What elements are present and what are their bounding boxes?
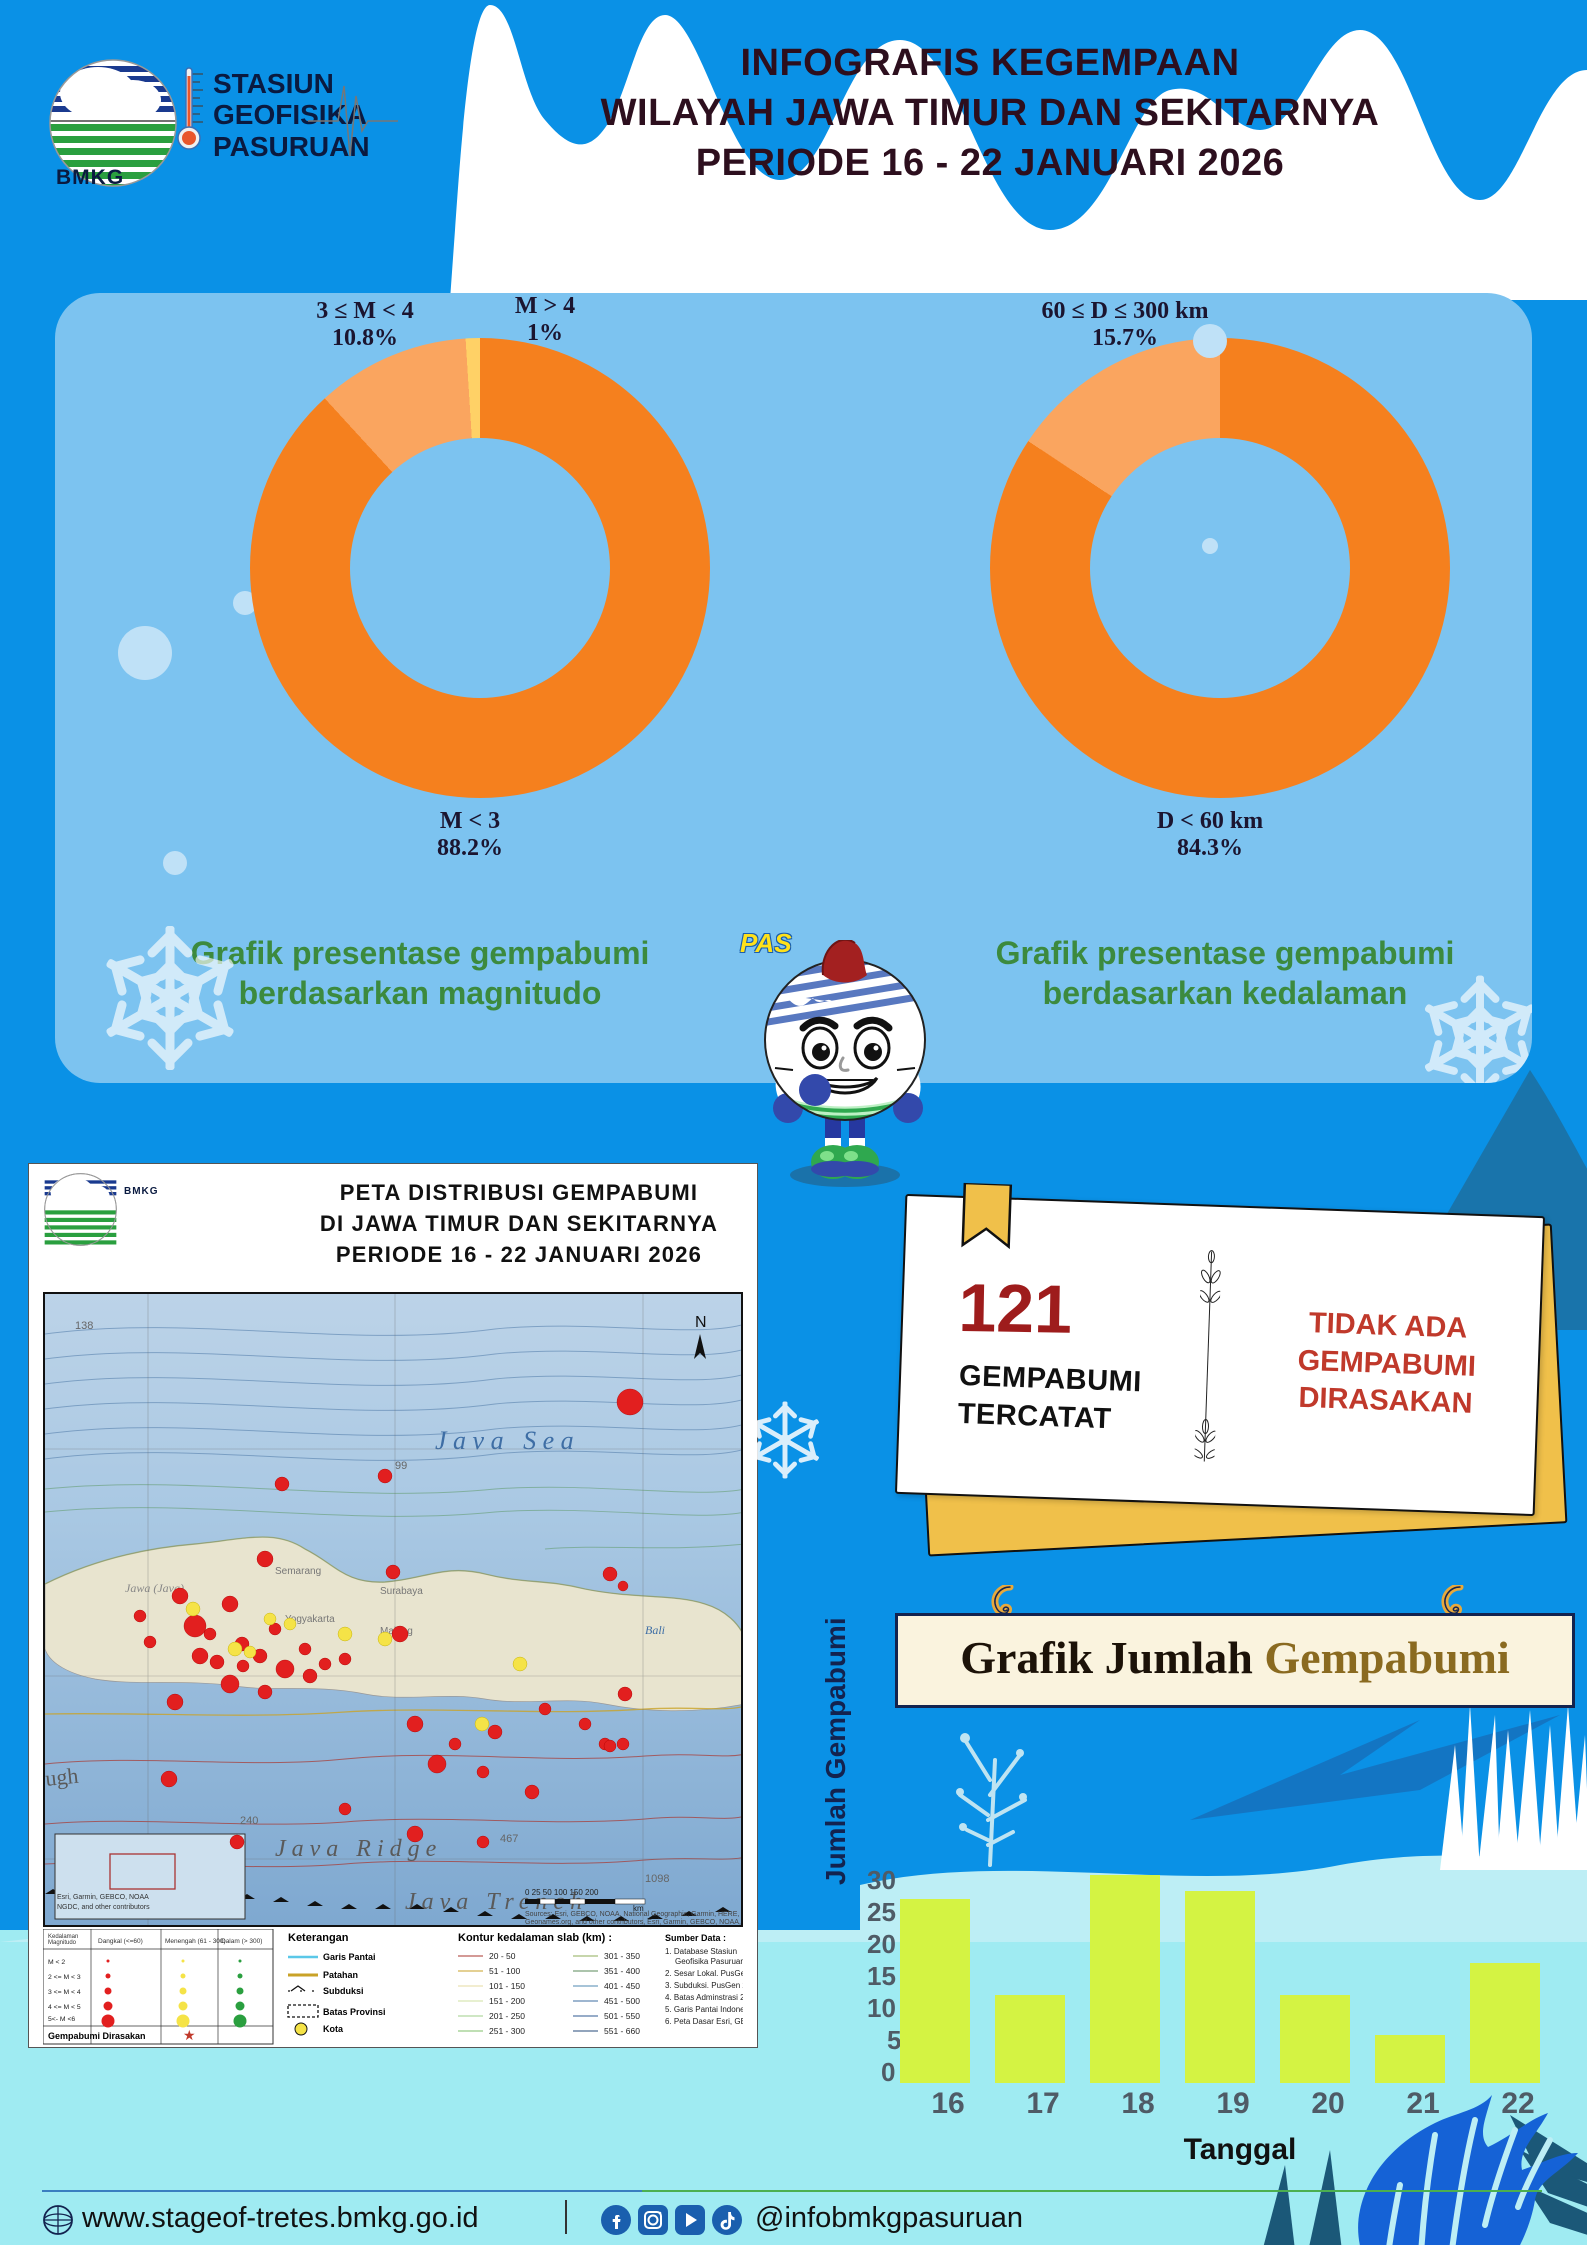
svg-text:1098: 1098 xyxy=(645,1873,669,1885)
svg-text:Patahan: Patahan xyxy=(323,1970,358,1980)
svg-text:Gempabumi Dirasakan: Gempabumi Dirasakan xyxy=(48,2031,146,2041)
svg-text:Menengah (61 - 300): Menengah (61 - 300) xyxy=(165,1938,226,1945)
svg-text:N: N xyxy=(695,1314,707,1331)
svg-text:5<- M <6: 5<- M <6 xyxy=(48,2016,75,2023)
svg-text:Sumber Data :: Sumber Data : xyxy=(665,1933,726,1943)
svg-text:351 - 400: 351 - 400 xyxy=(604,1966,640,1976)
svg-text:4 <= M < 5: 4 <= M < 5 xyxy=(48,2004,81,2011)
svg-text:Geonames.org, and other contri: Geonames.org, and other contributors, Es… xyxy=(525,1919,743,1926)
svg-text:99: 99 xyxy=(395,1460,407,1472)
svg-text:Batas Provinsi: Batas Provinsi xyxy=(323,2007,386,2017)
svg-text:Kota: Kota xyxy=(323,2024,344,2034)
svg-text:467: 467 xyxy=(500,1833,518,1845)
svg-text:401 - 450: 401 - 450 xyxy=(604,1981,640,1991)
svg-text:551 - 660: 551 - 660 xyxy=(604,2026,640,2036)
svg-text:Keterangan: Keterangan xyxy=(288,1932,349,1944)
svg-text:101 - 150: 101 - 150 xyxy=(489,1981,525,1991)
svg-text:Bali: Bali xyxy=(645,1623,665,1637)
svg-text:20 - 50: 20 - 50 xyxy=(489,1951,516,1961)
svg-text:Dalam (> 300): Dalam (> 300) xyxy=(221,1938,262,1945)
svg-text:301 - 350: 301 - 350 xyxy=(604,1951,640,1961)
svg-text:ugh: ugh xyxy=(45,1763,79,1791)
svg-text:451 - 500: 451 - 500 xyxy=(604,1996,640,2006)
svg-text:2 <= M < 3: 2 <= M < 3 xyxy=(48,1974,81,1981)
svg-text:Kontur kedalaman slab (km) :: Kontur kedalaman slab (km) : xyxy=(458,1932,612,1944)
svg-text:Magnitudo: Magnitudo xyxy=(48,1940,77,1946)
svg-text:Garis Pantai: Garis Pantai xyxy=(323,1952,376,1962)
svg-text:251 - 300: 251 - 300 xyxy=(489,2026,525,2036)
svg-text:151 - 200: 151 - 200 xyxy=(489,1996,525,2006)
svg-text:51 - 100: 51 - 100 xyxy=(489,1966,520,1976)
svg-text:Esri, Garmin, GEBCO, NOAA: Esri, Garmin, GEBCO, NOAA xyxy=(57,1894,149,1901)
svg-text:240: 240 xyxy=(240,1815,258,1827)
svg-text:NGDC, and other contributors: NGDC, and other contributors xyxy=(57,1904,150,1911)
svg-text:6. Peta Dasar Esri, GEBCO, NOA: 6. Peta Dasar Esri, GEBCO, NOAA xyxy=(665,2017,743,2026)
svg-text:138: 138 xyxy=(75,1320,93,1332)
svg-text:Dangkal (<=60): Dangkal (<=60) xyxy=(98,1938,143,1945)
svg-text:501 - 550: 501 - 550 xyxy=(604,2011,640,2021)
svg-text:201 - 250: 201 - 250 xyxy=(489,2011,525,2021)
svg-text:Geofisika Pasuruan: Geofisika Pasuruan xyxy=(675,1957,743,1966)
svg-text:M < 2: M < 2 xyxy=(48,1959,65,1966)
svg-text:★: ★ xyxy=(183,2027,196,2043)
svg-text:Semarang: Semarang xyxy=(275,1566,321,1577)
svg-text:Sources: Esri, GEBCO, NOAA, Na: Sources: Esri, GEBCO, NOAA, National Geo… xyxy=(525,1911,739,1918)
svg-text:3. Subduksi. PusGen 2017: 3. Subduksi. PusGen 2017 xyxy=(665,1981,743,1990)
svg-text:2. Sesar Lokal. PusGen 2017: 2. Sesar Lokal. PusGen 2017 xyxy=(665,1969,743,1978)
svg-text:Subduksi: Subduksi xyxy=(323,1986,364,1996)
svg-text:J a v a S e a: J a v a S e a xyxy=(435,1426,574,1455)
svg-text:1. Database Stasiun: 1. Database Stasiun xyxy=(665,1947,737,1956)
svg-text:0 25 50 100 150: 0 25 50 100 150 200 xyxy=(525,1888,599,1897)
svg-text:Surabaya: Surabaya xyxy=(380,1586,423,1597)
svg-text:3 <= M < 4: 3 <= M < 4 xyxy=(48,1989,81,1996)
